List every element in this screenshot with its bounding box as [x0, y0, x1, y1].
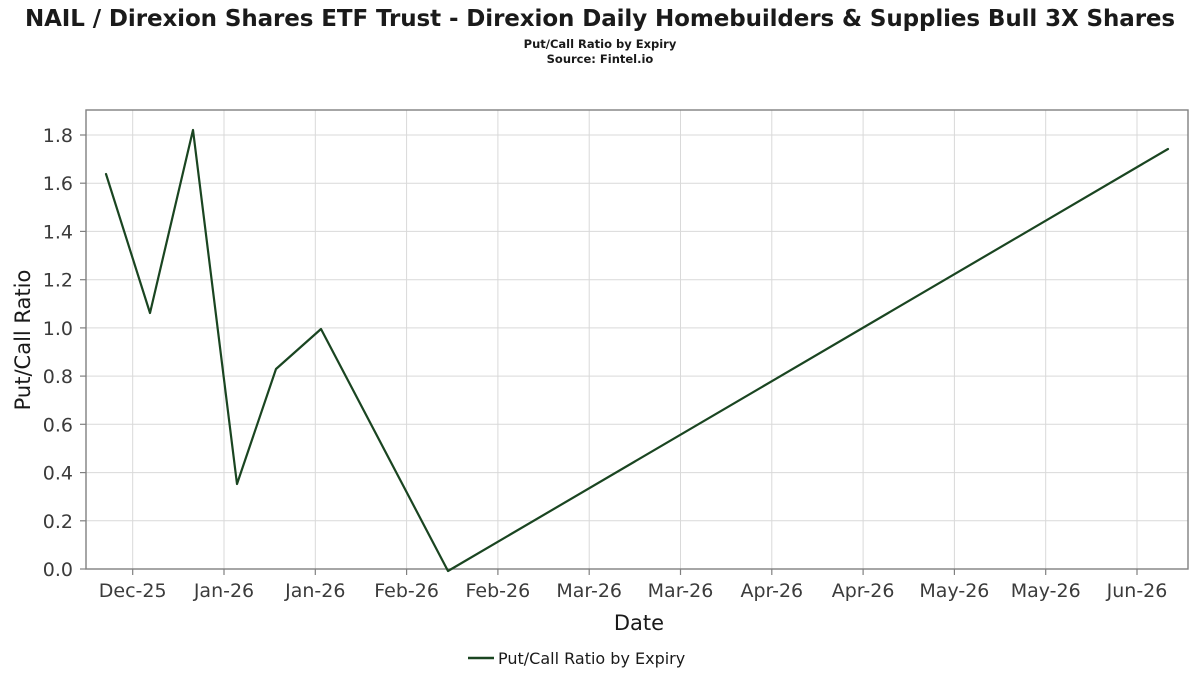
plot-background: [86, 110, 1188, 569]
x-tick-label: Apr-26: [740, 580, 803, 602]
y-axis-label: Put/Call Ratio: [11, 270, 35, 411]
x-tick-label: May-26: [1011, 580, 1081, 602]
x-tick-marks: [132, 569, 1138, 575]
x-tick-label: Mar-26: [556, 580, 622, 602]
y-tick-label: 0.0: [43, 559, 73, 581]
x-tick-label: Jan-26: [193, 580, 254, 602]
vertical-gridlines: [132, 110, 1138, 569]
x-axis-label: Date: [614, 611, 664, 635]
y-tick-label: 0.2: [43, 511, 73, 533]
y-tick-label: 1.2: [43, 270, 73, 292]
y-tick-label: 1.6: [43, 173, 73, 195]
x-tick-label: Apr-26: [832, 580, 895, 602]
y-tick-label: 1.8: [43, 125, 73, 147]
y-tick-label: 1.0: [43, 318, 73, 340]
x-tick-label: Dec-25: [99, 580, 167, 602]
x-tick-label: Mar-26: [648, 580, 714, 602]
title-block: NAIL / Direxion Shares ETF Trust - Direx…: [0, 0, 1200, 67]
chart-subtitle: Put/Call Ratio by Expiry: [523, 37, 677, 51]
y-tick-label: 0.4: [43, 463, 73, 485]
plot-frame: [85, 109, 1189, 570]
x-tick-label: Jan-26: [284, 580, 345, 602]
y-tick-labels: 1.8 1.6 1.4 1.2 1.0 0.8 0.6 0.4 0.2 0.0: [43, 125, 73, 581]
page-title: NAIL / Direxion Shares ETF Trust - Direx…: [24, 6, 1176, 32]
series-line-put-call-ratio: [104, 128, 1170, 573]
y-tick-label: 0.6: [43, 414, 73, 436]
y-tick-label: 0.8: [43, 366, 73, 388]
chart-legend[interactable]: Put/Call Ratio by Expiry: [468, 649, 685, 668]
x-tick-label: Feb-26: [374, 580, 439, 602]
x-tick-label: Feb-26: [466, 580, 531, 602]
legend-item-label: Put/Call Ratio by Expiry: [498, 649, 685, 668]
horizontal-gridlines: [86, 134, 1188, 522]
y-tick-label: 1.4: [43, 221, 73, 243]
x-tick-labels: Dec-25 Jan-26 Jan-26 Feb-26 Feb-26 Mar-26 Mar-…: [99, 580, 1168, 602]
chart-source: Source: Fintel.io: [546, 52, 654, 66]
y-tick-marks: [80, 134, 86, 570]
x-tick-label: Jun-26: [1106, 580, 1168, 602]
x-tick-label: May-26: [919, 580, 989, 602]
